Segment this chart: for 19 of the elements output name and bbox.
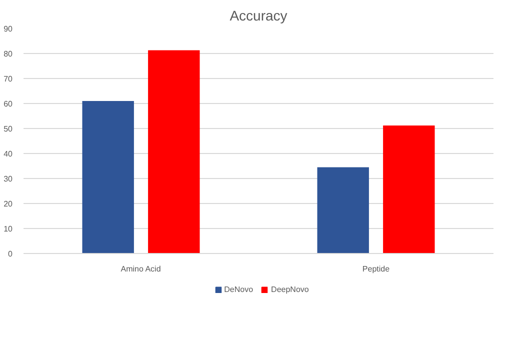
bar xyxy=(317,167,369,254)
y-tick-label: 90 xyxy=(4,24,14,34)
y-tick-label: 0 xyxy=(8,250,14,258)
bar xyxy=(148,50,200,254)
x-tick-label: Amino Acid xyxy=(120,264,161,274)
bar xyxy=(383,126,435,254)
legend-label: DeepNovo xyxy=(271,284,309,294)
y-tick-label: 80 xyxy=(4,50,14,58)
y-tick-label: 10 xyxy=(4,224,14,234)
y-tick-label: 30 xyxy=(4,174,14,184)
y-tick-label: 60 xyxy=(4,100,14,108)
y-tick-label: 40 xyxy=(4,150,14,158)
y-tick-label: 20 xyxy=(4,200,14,208)
x-tick-label: Peptide xyxy=(362,264,390,274)
y-tick-label: 70 xyxy=(4,74,14,84)
legend-label: DeNovo xyxy=(224,284,254,294)
bar xyxy=(82,101,134,254)
y-tick-label: 50 xyxy=(4,124,14,134)
chart-title: Accuracy xyxy=(230,8,288,24)
